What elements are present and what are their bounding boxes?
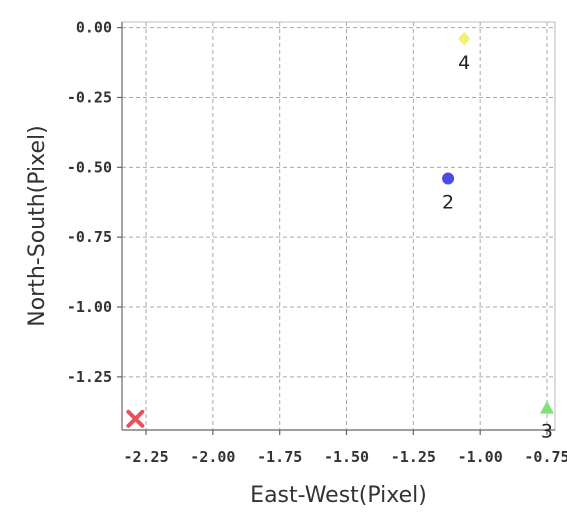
y-tick-label: -0.25 — [67, 88, 112, 106]
x-axis-title: East-West(Pixel) — [250, 483, 427, 508]
point-label: 3 — [541, 421, 553, 443]
y-ticks: 0.00 -0.25 -0.50 -0.75 -1.00 -1.25 — [67, 19, 122, 386]
y-axis-title: North-South(Pixel) — [25, 125, 50, 326]
x-ticks: -2.25 -2.00 -1.75 -1.50 -1.25 -1.00 -0.75 — [123, 430, 567, 466]
diamond-marker — [458, 31, 471, 46]
axes — [121, 21, 556, 431]
plot-area — [121, 21, 556, 431]
data-points: 2 3 4 — [126, 31, 554, 443]
point-label: 4 — [458, 52, 470, 74]
x-marker — [126, 409, 145, 428]
grid — [122, 22, 555, 430]
circle-marker — [442, 172, 455, 185]
y-tick-label: -0.50 — [67, 158, 112, 176]
data-point: 4 — [458, 31, 471, 74]
y-tick-label: -1.25 — [67, 368, 112, 386]
x-tick-label: -0.75 — [524, 448, 567, 466]
data-point — [126, 409, 145, 428]
x-tick-label: -2.00 — [190, 448, 235, 466]
y-tick-label: 0.00 — [76, 19, 112, 37]
triangle-marker — [539, 400, 554, 414]
x-tick-label: -1.75 — [257, 448, 302, 466]
x-tick-label: -2.25 — [123, 448, 168, 466]
point-label: 2 — [442, 191, 454, 213]
y-tick-label: -1.00 — [67, 298, 112, 316]
data-point: 3 — [539, 400, 554, 443]
x-tick-label: -1.50 — [324, 448, 369, 466]
x-tick-label: -1.25 — [391, 448, 436, 466]
y-tick-label: -0.75 — [67, 228, 112, 246]
data-point: 2 — [442, 172, 454, 213]
x-tick-label: -1.00 — [458, 448, 503, 466]
